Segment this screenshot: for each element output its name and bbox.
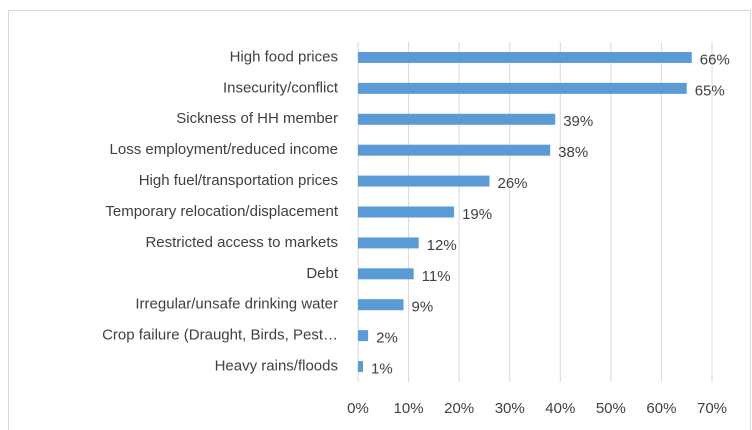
y-tick-label: Debt [306, 265, 339, 282]
data-label: 19% [462, 206, 492, 223]
chart-border [8, 10, 751, 430]
y-tick-label: Restricted access to markets [145, 234, 338, 251]
y-tick-label: Loss employment/reduced income [110, 141, 338, 158]
bar [358, 237, 419, 249]
y-tick-label: Sickness of HH member [176, 110, 338, 127]
data-label: 65% [695, 82, 725, 99]
bar [358, 299, 404, 311]
x-tick-label: 30% [495, 400, 525, 417]
data-label: 26% [497, 175, 527, 192]
data-label: 9% [412, 299, 434, 316]
x-tick-label: 40% [545, 400, 575, 417]
x-tick-label: 10% [394, 400, 424, 417]
x-tick-label: 50% [596, 400, 626, 417]
data-label: 11% [422, 268, 451, 285]
x-tick-label: 70% [697, 400, 727, 417]
data-label: 39% [563, 113, 593, 130]
y-tick-label: Insecurity/conflict [223, 79, 339, 96]
data-label: 2% [376, 330, 398, 347]
data-label: 66% [700, 51, 730, 68]
data-label: 12% [427, 237, 457, 254]
data-label: 1% [371, 361, 393, 378]
bar [358, 206, 455, 218]
y-tick-label: Heavy rains/floods [215, 358, 338, 375]
y-tick-label: High fuel/transportation prices [139, 172, 338, 189]
y-tick-label: Temporary relocation/displacement [105, 203, 338, 220]
y-tick-label: High food prices [230, 48, 338, 65]
bar [358, 51, 692, 63]
x-tick-label: 60% [646, 400, 676, 417]
bar [358, 82, 687, 94]
bar [358, 268, 414, 280]
x-tick-label: 0% [347, 400, 369, 417]
bar [358, 330, 369, 342]
y-tick-label: Crop failure (Draught, Birds, Pest… [102, 327, 338, 344]
data-label: 38% [558, 144, 588, 161]
x-tick-label: 20% [444, 400, 474, 417]
bar [358, 361, 364, 373]
y-tick-label: Irregular/unsafe drinking water [135, 296, 338, 313]
bar [358, 113, 556, 125]
bar [358, 175, 490, 187]
bar [358, 144, 551, 156]
